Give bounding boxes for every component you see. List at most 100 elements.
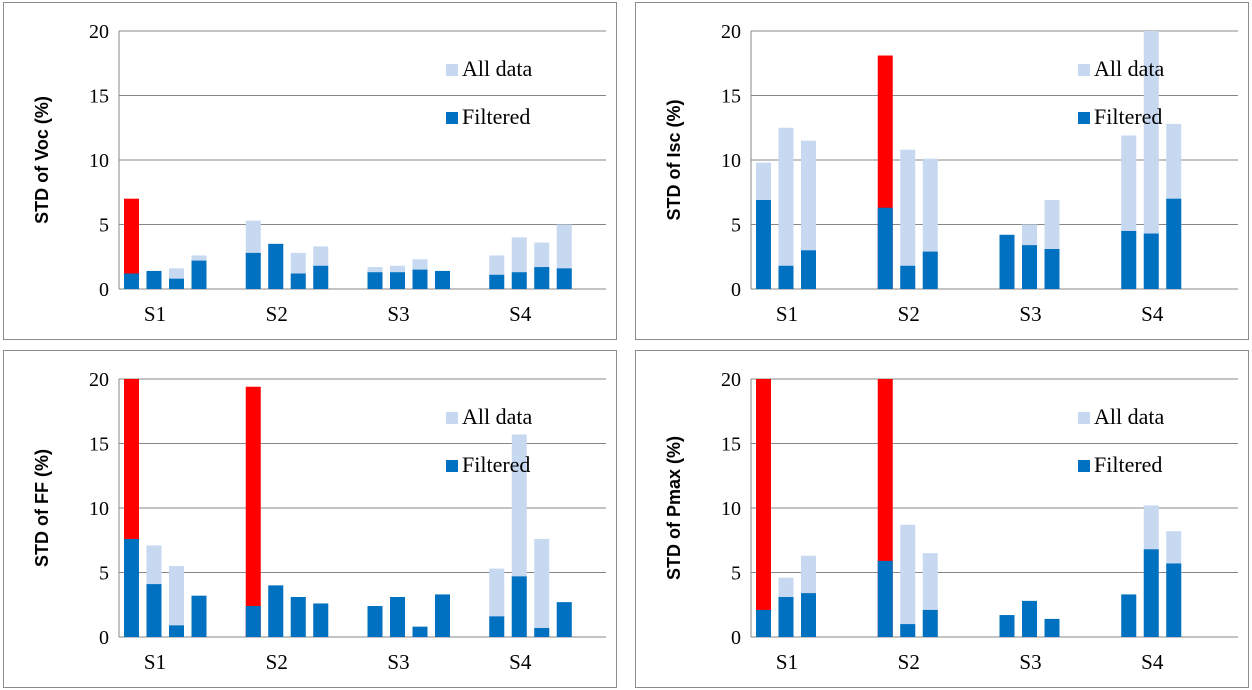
legend-swatch-all-data — [446, 64, 458, 76]
legend-swatch-filtered — [1078, 460, 1090, 472]
bar-filtered — [922, 251, 938, 289]
bar-filtered — [511, 272, 527, 289]
chart-panel-voc: 0 5 10 15 20 STD of Voc (%) S1 S2 S3 S4 All data Fi… — [3, 2, 617, 340]
x-category-label: S2 — [898, 302, 920, 326]
bar-filtered — [191, 595, 207, 637]
legend-swatch-all-data — [1078, 412, 1090, 424]
bar-filtered — [999, 615, 1015, 637]
x-category-label: S2 — [266, 302, 288, 326]
bar-filtered — [412, 626, 428, 637]
bar-filtered — [290, 273, 306, 289]
bar-filtered — [268, 243, 284, 289]
bar-filtered — [169, 625, 184, 637]
bar-filtered — [999, 234, 1015, 289]
y-tick-label: 10 — [89, 150, 109, 172]
chart-isc: 0 5 10 15 20 STD of Isc (%) S1 S2 S3 S4 All data Fi… — [664, 21, 1238, 326]
x-category-label: S1 — [776, 650, 798, 674]
bar-filtered — [367, 272, 383, 289]
bar-filtered — [1143, 549, 1159, 637]
y-tick-label: 0 — [99, 627, 109, 649]
y-tick-label: 20 — [89, 369, 109, 391]
y-axis-title: STD of Pmax (%) — [664, 436, 684, 580]
bar-filtered — [1121, 594, 1137, 637]
bar-all-data — [534, 538, 550, 637]
y-tick-label: 10 — [89, 498, 109, 520]
y-tick-label: 15 — [89, 86, 109, 108]
bar-filtered — [489, 616, 505, 637]
legend-swatch-filtered — [1078, 112, 1090, 124]
bar-filtered — [435, 270, 450, 289]
bar-filtered — [534, 627, 550, 637]
chart-ff: 0 5 10 15 20 STD of FF (%) S1 S2 S3 S4 All data Fil… — [32, 369, 606, 674]
y-tick-label: 10 — [721, 150, 741, 172]
x-category-label: S2 — [898, 650, 920, 674]
legend-swatch-all-data — [1078, 64, 1090, 76]
y-tick-label: 15 — [89, 434, 109, 456]
bar-filtered — [435, 594, 450, 637]
legend-label-filtered: Filtered — [462, 452, 530, 477]
bar-all-data — [778, 127, 794, 289]
y-tick-label: 15 — [721, 434, 741, 456]
bar-filtered — [556, 602, 572, 637]
legend-swatch-filtered — [446, 112, 458, 124]
y-tick-label: 5 — [99, 563, 109, 585]
bar-filtered — [268, 585, 284, 637]
chart-panel-isc: 0 5 10 15 20 STD of Isc (%) S1 S2 S3 S4 All data Fi… — [635, 2, 1249, 340]
bar-filtered — [489, 274, 505, 289]
bar-filtered — [146, 270, 162, 289]
legend-label-all-data: All data — [1094, 56, 1164, 81]
x-category-label: S3 — [1019, 650, 1041, 674]
x-category-label: S3 — [387, 302, 409, 326]
bar-filtered — [245, 606, 261, 637]
chart-panel-pmax: 0 5 10 15 20 STD of Pmax (%) S1 S2 S3 S4 All data F… — [635, 350, 1249, 688]
bar-all-data-outlier — [245, 386, 261, 637]
bar-filtered — [1044, 249, 1060, 289]
y-tick-label: 0 — [731, 627, 741, 649]
bar-filtered — [756, 199, 771, 289]
bar-filtered — [556, 268, 572, 289]
x-category-label: S4 — [509, 650, 532, 674]
bar-filtered — [1166, 563, 1182, 637]
y-axis-title: STD of Voc (%) — [32, 96, 52, 224]
legend-swatch-all-data — [446, 412, 458, 424]
y-tick-label: 0 — [99, 279, 109, 301]
bar-filtered — [1166, 198, 1182, 289]
bar-filtered — [534, 267, 550, 289]
bar-filtered — [900, 624, 916, 637]
x-category-label: S1 — [144, 650, 166, 674]
bar-filtered — [1022, 600, 1037, 637]
legend-label-all-data: All data — [462, 404, 532, 429]
bar-filtered — [922, 609, 938, 637]
bar-filtered — [1044, 618, 1060, 637]
y-tick-label: 5 — [99, 215, 109, 237]
y-tick-label: 20 — [89, 21, 109, 43]
bar-filtered — [778, 597, 794, 637]
legend-swatch-filtered — [446, 460, 458, 472]
bar-filtered — [801, 593, 816, 637]
bar-all-data-outlier — [124, 198, 139, 289]
y-tick-label: 20 — [721, 369, 741, 391]
bar-filtered — [778, 265, 794, 289]
bar-filtered — [390, 597, 405, 637]
x-category-label: S4 — [509, 302, 532, 326]
bar-all-data — [1143, 31, 1159, 289]
x-category-label: S4 — [1141, 302, 1164, 326]
bar-all-data — [169, 566, 184, 637]
x-category-label: S2 — [266, 650, 288, 674]
legend-label-filtered: Filtered — [1094, 452, 1162, 477]
y-tick-label: 0 — [731, 279, 741, 301]
x-category-label: S3 — [387, 650, 409, 674]
legend-label-all-data: All data — [1094, 404, 1164, 429]
x-category-label: S3 — [1019, 302, 1041, 326]
bar-all-data — [900, 524, 916, 637]
x-category-label: S1 — [144, 302, 166, 326]
bar-filtered — [313, 603, 329, 637]
bar-filtered — [801, 250, 816, 289]
x-category-label: S4 — [1141, 650, 1164, 674]
bar-filtered — [191, 260, 207, 289]
legend-label-filtered: Filtered — [1094, 104, 1162, 129]
bar-filtered — [1121, 230, 1137, 289]
bar-filtered — [390, 272, 405, 289]
bar-filtered — [877, 560, 893, 637]
bar-filtered — [124, 538, 139, 637]
